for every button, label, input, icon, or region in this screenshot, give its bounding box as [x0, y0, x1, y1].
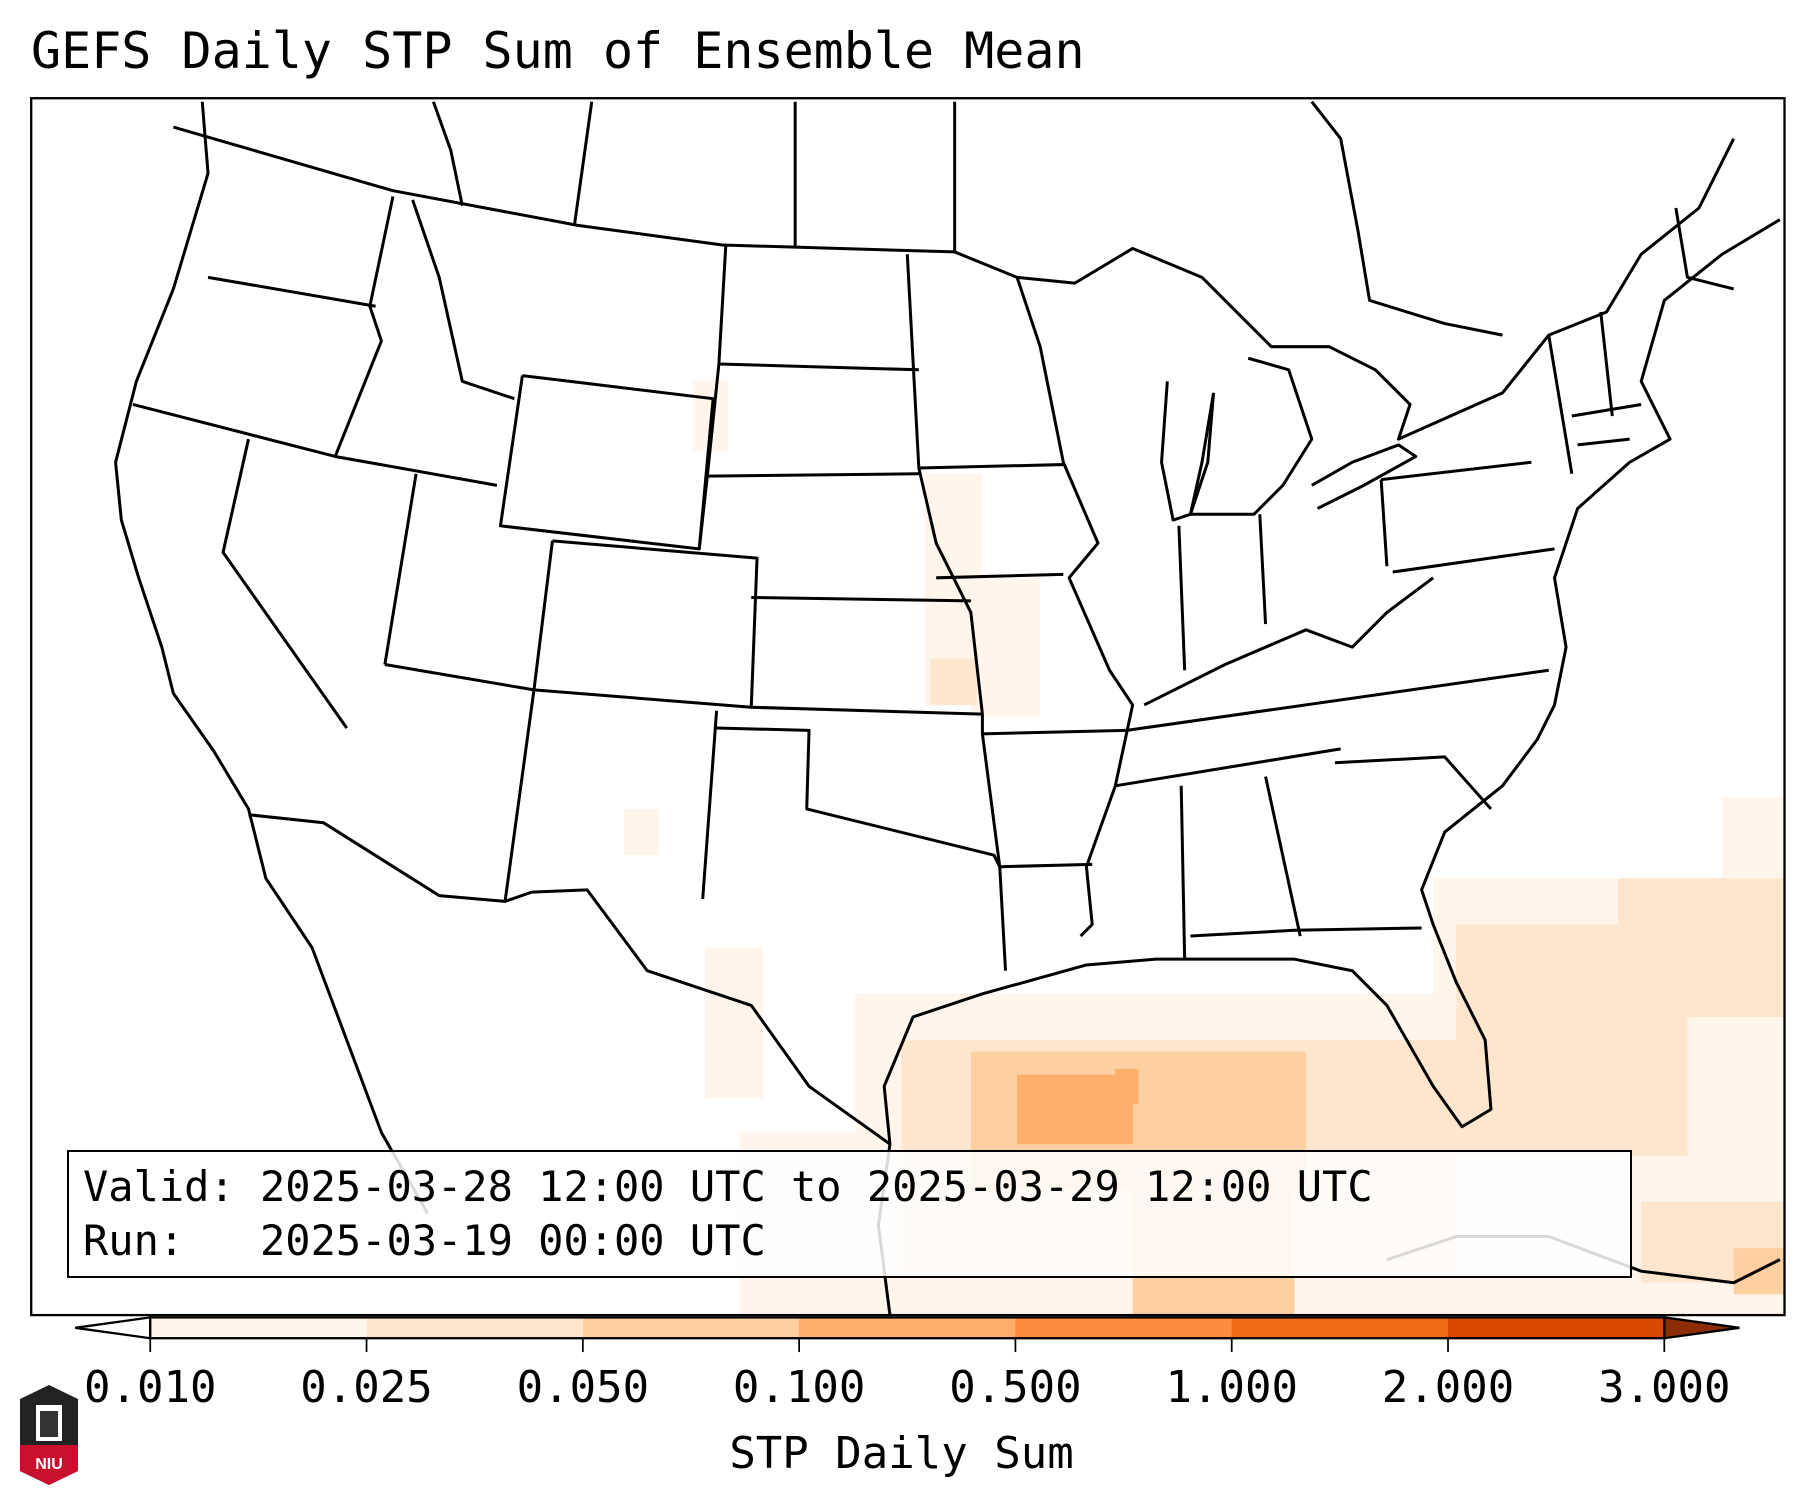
colorbar-segment	[1448, 1317, 1665, 1339]
map-frame	[30, 97, 1786, 1317]
colorbar-tick-label: 0.025	[300, 1362, 433, 1413]
map-title: GEFS Daily STP Sum of Ensemble Mean	[31, 22, 1085, 80]
colorbar-tick-label: 0.050	[516, 1362, 650, 1413]
colorbar	[74, 1316, 1740, 1353]
colorbar-over-extension	[1663, 1316, 1740, 1340]
lake-michigan	[1160, 381, 1216, 522]
canada-border	[172, 125, 1735, 441]
boundaries	[114, 100, 1781, 1316]
colorbar-tick-label: 2.000	[1381, 1362, 1515, 1413]
colorbar-segment	[1015, 1317, 1233, 1339]
colorbar-segment	[1231, 1317, 1449, 1339]
colorbar-tick-label: 0.100	[732, 1362, 866, 1413]
us-coastline	[114, 101, 429, 1215]
valid-value: 2025-03-28 12:00 UTC to 2025-03-29 12:00…	[260, 1162, 1373, 1211]
valid-label: Valid:	[83, 1162, 235, 1211]
lake-erie	[1311, 443, 1418, 510]
colorbar-tick-label: 1.000	[1165, 1362, 1298, 1413]
colorbar-segment	[799, 1317, 1017, 1339]
colorbar-segment	[582, 1317, 800, 1339]
colorbar-segment	[150, 1317, 368, 1339]
michigan-lower	[1188, 356, 1314, 516]
svg-text:NIU: NIU	[35, 1456, 63, 1473]
valid-run-box: Valid: 2025-03-28 12:00 UTC to 2025-03-2…	[67, 1150, 1632, 1278]
colorbar-tick-label: 0.500	[949, 1362, 1082, 1413]
colorbar-under-extension	[74, 1316, 152, 1340]
niu-logo: NIU	[20, 1385, 78, 1485]
gulf-coast	[882, 218, 1781, 1145]
mexico-border	[248, 813, 891, 1146]
colorbar-tick-label: 3.000	[1598, 1362, 1731, 1413]
colorbar-label: STP Daily Sum	[729, 1428, 1074, 1479]
colorbar-segment	[366, 1317, 584, 1339]
run-label: Run:	[83, 1216, 185, 1265]
colorbar-tick-label: 0.010	[84, 1362, 217, 1413]
colorbar-outline	[149, 1316, 1666, 1340]
run-value: 2025-03-19 00:00 UTC	[260, 1216, 766, 1265]
